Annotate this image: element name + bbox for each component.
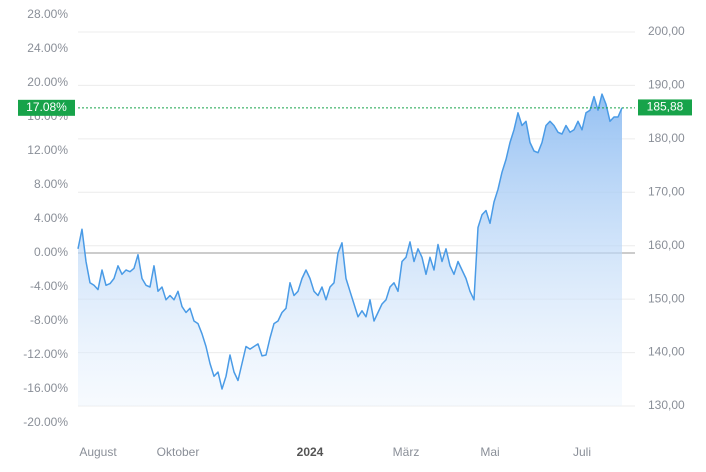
y-tick-label: 0.00% xyxy=(34,245,68,259)
y-tick-label: 12.00% xyxy=(27,143,68,157)
x-tick-label: Juli xyxy=(573,445,591,459)
y2-tick-label: 180,00 xyxy=(648,131,685,145)
y2-tick-label: 150,00 xyxy=(648,291,685,305)
y2-tick-label: 170,00 xyxy=(648,184,685,198)
price-badge xyxy=(638,99,692,116)
y-tick-label: -12.00% xyxy=(23,347,68,361)
y-tick-label: 8.00% xyxy=(34,177,68,191)
x-tick-label: März xyxy=(393,445,420,459)
y-tick-label: -16.00% xyxy=(23,381,68,395)
y-tick-label: 4.00% xyxy=(34,211,68,225)
y-tick-label: 20.00% xyxy=(27,75,68,89)
y2-tick-label: 160,00 xyxy=(648,238,685,252)
x-tick-label: 2024 xyxy=(297,445,324,459)
y-tick-label: -8.00% xyxy=(30,313,68,327)
y-tick-label: 24.00% xyxy=(27,41,68,55)
current-value-label: 17.08% xyxy=(26,100,67,114)
y-tick-label: -20.00% xyxy=(23,415,68,429)
current-badge xyxy=(18,99,75,116)
y2-tick-label: 140,00 xyxy=(648,345,685,359)
current-price-label: 185,88 xyxy=(647,100,684,114)
y-tick-label: 28.00% xyxy=(27,7,68,21)
x-tick-label: Mai xyxy=(480,445,499,459)
area xyxy=(78,94,622,406)
price-line xyxy=(77,93,623,390)
x-tick-label: Oktober xyxy=(157,445,200,459)
y2-tick-label: 130,00 xyxy=(648,398,685,412)
y-tick-label: -4.00% xyxy=(30,279,68,293)
y2-tick-label: 190,00 xyxy=(648,78,685,92)
y2-tick-label: 200,00 xyxy=(648,24,685,38)
x-tick-label: August xyxy=(79,445,117,459)
